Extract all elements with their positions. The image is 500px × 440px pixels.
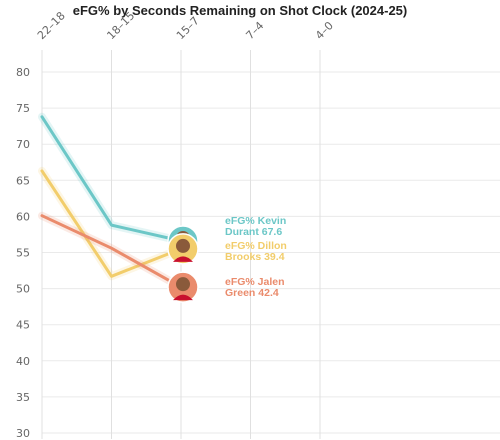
y-tick-label: 55 (16, 247, 30, 260)
y-tick-label: 75 (16, 102, 30, 115)
y-tick-label: 65 (16, 174, 30, 187)
x-tick-label: 4–0 (313, 19, 336, 42)
y-tick-label: 30 (16, 427, 30, 440)
x-tick-label: 7–4 (243, 19, 266, 42)
x-tick-label: 22–18 (35, 9, 68, 42)
y-tick-label: 40 (16, 355, 30, 368)
jalen-green-avatar (167, 271, 199, 303)
series-line (40, 169, 183, 278)
series-end-label: eFG% Jalen Green 42.4 (225, 276, 285, 299)
series-end-label: eFG% Dillon Brooks 39.4 (225, 240, 287, 263)
series-end-label: eFG% Kevin Durant 67.6 (225, 215, 286, 238)
x-tick-label: 15–7 (174, 14, 202, 42)
y-tick-label: 50 (16, 283, 30, 296)
y-tick-label: 70 (16, 138, 30, 151)
dillon-brooks-avatar (167, 233, 199, 265)
series-avatars (167, 225, 199, 303)
y-tick-label: 60 (16, 210, 30, 223)
chart-title: eFG% by Seconds Remaining on Shot Clock … (73, 3, 407, 18)
series-end-label-line: Green 42.4 (225, 287, 279, 299)
series-end-label-line: eFG% Dillon (225, 240, 287, 252)
series-end-label-line: eFG% Kevin (225, 215, 286, 227)
series-end-label-line: Durant 67.6 (225, 226, 282, 238)
series-end-label-line: Brooks 39.4 (225, 251, 285, 263)
y-tick-label: 80 (16, 66, 30, 79)
y-axis-ticks: 30 35 40 45 50 55 60 65 70 75 80 (16, 66, 30, 440)
series-lines (38, 112, 185, 292)
grid (41, 50, 500, 439)
series-line (40, 115, 183, 243)
series-end-label-line: eFG% Jalen (225, 276, 285, 288)
series-line (40, 214, 183, 289)
y-tick-label: 35 (16, 391, 30, 404)
y-tick-label: 45 (16, 319, 30, 332)
